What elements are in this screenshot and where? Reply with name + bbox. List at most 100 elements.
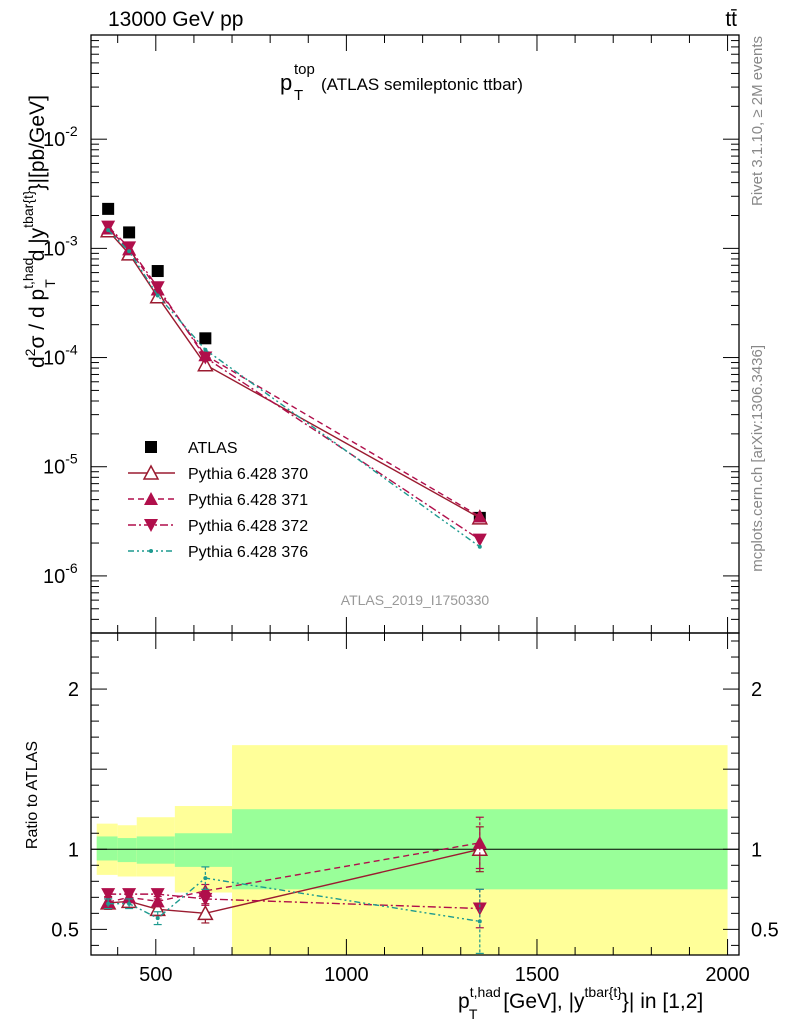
main-y-tick-label-base: 10 — [43, 238, 65, 260]
ratio-y-tick-label-right: 0.5 — [751, 919, 779, 941]
main-y-tick-label-exp: -2 — [65, 123, 78, 139]
main-y-tick-label-exp: -4 — [65, 342, 78, 358]
plot-title-sup: top — [294, 61, 315, 78]
main-point-4 — [203, 347, 208, 352]
rivet-side-label: Rivet 3.1.10, ≥ 2M events — [749, 36, 766, 206]
xlabel-sup1: t,had — [470, 984, 501, 1000]
ratio-y-tick-label-right: 1 — [751, 839, 762, 861]
ratio-axes: 0.5 0.5 1 1 2 2 500 1000 1500 2000 — [51, 633, 779, 986]
legend: ATLAS Pythia 6.428 370 Pythia 6.428 371 Pyt… — [128, 440, 308, 561]
legend-marker — [145, 441, 157, 453]
main-point-0 — [102, 202, 115, 215]
ratio-y-axis-label: Ratio to ATLAS — [24, 741, 41, 849]
legend-marker — [142, 464, 160, 480]
main-y-tick-label: 10-4 — [43, 342, 78, 370]
ratio-point-1 — [472, 835, 487, 849]
main-point-3 — [472, 533, 487, 547]
x-tick-label: 1500 — [515, 964, 560, 986]
plot-title: p — [280, 70, 292, 95]
energy-label: 13000 GeV pp — [108, 8, 243, 31]
ratio-point-2 — [122, 888, 137, 902]
main-series — [99, 202, 489, 549]
ylabel-sub1: T — [42, 279, 58, 288]
mcplots-side-label: mcplots.cern.ch [arXiv:1306.3436] — [749, 345, 766, 572]
plot-title-main: p — [280, 70, 292, 95]
ratio-bands — [96, 745, 728, 955]
plot-title-suffix: (ATLAS semileptonic ttbar) — [321, 75, 523, 94]
ratio-band-inner — [96, 836, 118, 861]
ylabel-mid: d |y — [26, 227, 49, 267]
main-y-tick-label-base: 10 — [43, 348, 65, 370]
ratio-band-inner — [174, 833, 233, 867]
ratio-point-3 — [203, 876, 208, 881]
ratio-point-2 — [101, 888, 116, 902]
main-y-axis-label: d2σ / d pt,had T d |ytbar{t}}|[pb/GeV] — [20, 95, 58, 368]
main-panel: 10-610-510-410-310-2 p top T (ATLAS semi… — [20, 34, 740, 634]
ratio-y-tick-label-right: 2 — [751, 679, 762, 701]
main-point-0 — [151, 265, 164, 278]
main-point-4 — [127, 249, 132, 254]
legend-label: Pythia 6.428 372 — [188, 518, 308, 535]
main-y-tick-label-exp: -6 — [65, 560, 78, 576]
ylabel-sup2: tbar{t} — [20, 190, 36, 228]
legend-marker — [144, 492, 158, 505]
main-y-tick-label: 10-6 — [43, 560, 78, 588]
main-point-3 — [150, 281, 165, 295]
ratio-panel: 0.5 0.5 1 1 2 2 500 1000 1500 2000 Ratio to ATLAS — [24, 632, 779, 986]
xlabel-mid: [GeV], |y — [497, 990, 585, 1013]
main-y-tick-label-base: 10 — [43, 129, 65, 151]
main-point-4 — [106, 228, 111, 233]
plot-title-sub: T — [294, 87, 303, 104]
legend-marker — [144, 519, 158, 532]
ratio-point-3 — [155, 916, 160, 921]
ratio-point-3 — [106, 901, 111, 906]
ratio-y-tick-label: 0.5 — [51, 919, 79, 941]
ylabel-end: }|[pb/GeV] — [26, 95, 49, 190]
main-y-tick-label: 10-5 — [43, 451, 78, 479]
ratio-point-3 — [127, 901, 132, 906]
xlabel-end: }| in [1,2] — [622, 990, 703, 1013]
analysis-label: ATLAS_2019_I1750330 — [341, 592, 490, 608]
legend-label: Pythia 6.428 376 — [188, 544, 308, 561]
main-point-4 — [155, 293, 160, 298]
main-y-tick-label-exp: -3 — [65, 232, 78, 248]
ratio-y-tick-label: 1 — [68, 839, 79, 861]
x-axis-label: pt,had T [GeV], |ytbar{t}}| in [1,2] — [458, 984, 703, 1022]
main-point-3 — [198, 351, 213, 365]
main-point-4 — [477, 544, 482, 549]
ratio-band-inner — [136, 836, 175, 864]
ratio-y-tick-label: 2 — [68, 679, 79, 701]
x-tick-label: 500 — [139, 964, 172, 986]
ratio-point-3 — [477, 919, 482, 924]
main-y-tick-label-exp: -5 — [65, 451, 78, 467]
ylabel-two: 2 — [22, 348, 38, 356]
legend-marker — [149, 549, 153, 553]
ylabel-sigma: σ / d p — [26, 289, 49, 349]
main-point-0 — [199, 332, 212, 345]
x-tick-label: 2000 — [705, 964, 750, 986]
main-y-tick-label: 10-2 — [43, 123, 78, 151]
main-point-0 — [123, 226, 136, 239]
main-y-tick-label-base: 10 — [43, 457, 65, 479]
main-series-line-3 — [107, 226, 481, 541]
main-y-tick-label-base: 10 — [43, 566, 65, 588]
ratio-point-2 — [198, 892, 213, 906]
ratio-panel-frame — [90, 632, 740, 956]
process-label: tt̄ — [725, 8, 737, 31]
main-axes: 10-610-510-410-310-2 — [43, 34, 739, 634]
ratio-point-0 — [197, 904, 214, 921]
main-point-2 — [472, 509, 487, 523]
ratio-point-2 — [472, 902, 487, 916]
ratio-point-2 — [150, 888, 165, 902]
ylabel-sup1: t,had — [20, 258, 36, 289]
legend-label: ATLAS — [188, 440, 238, 457]
ratio-series — [99, 816, 489, 954]
legend-label: Pythia 6.428 370 — [188, 466, 308, 483]
main-point-3 — [122, 241, 137, 255]
main-y-tick-label: 10-3 — [43, 232, 78, 260]
ratio-band-inner — [117, 838, 137, 863]
legend-label: Pythia 6.428 371 — [188, 492, 308, 509]
ylabel-d: d — [26, 356, 49, 368]
